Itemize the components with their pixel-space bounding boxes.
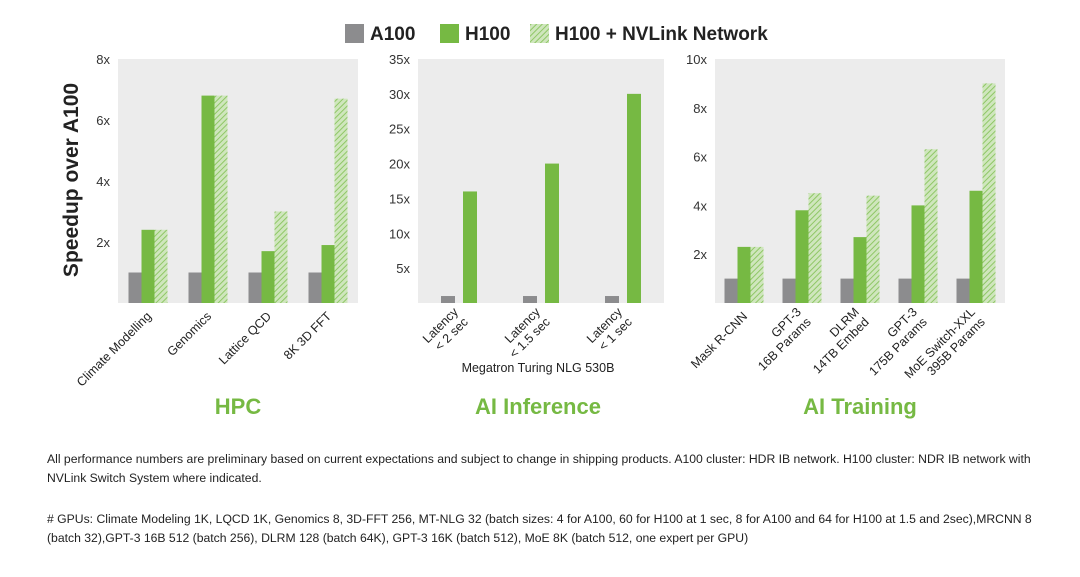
y-axis-title: Speedup over A100 <box>60 83 83 277</box>
y-tick-label: 6x <box>96 113 110 128</box>
footnote-disclaimer: All performance numbers are preliminary … <box>47 452 1031 485</box>
y-tick-label: 2x <box>693 247 707 262</box>
bar-h100-nvlink-network-8k-3d-fft <box>334 98 348 304</box>
x-tick-label: Latency< 1 sec <box>584 304 635 355</box>
bar-a100-genomics <box>188 272 202 303</box>
y-tick-label: 2x <box>96 235 110 250</box>
bar-h100-gpt-3-175b-params <box>911 205 925 303</box>
x-tick-label-line: Climate Modelling <box>74 309 154 389</box>
bar-h100-genomics <box>201 95 215 303</box>
bar-h100-climate-modelling <box>141 229 155 303</box>
legend-swatch-h100-nvlink-network <box>530 24 549 43</box>
y-tick-label: 10x <box>686 52 707 67</box>
bar-a100-gpt-3-175b-params <box>898 278 912 303</box>
x-tick-label: Latency< 1.5 sec <box>497 304 553 360</box>
bar-a100-moe-switch-xxl-395b-params <box>956 278 970 303</box>
bar-h100-gpt-3-16b-params <box>795 210 809 303</box>
bar-a100-climate-modelling <box>128 272 142 303</box>
bar-h100-nvlink-network-climate-modelling <box>154 229 168 303</box>
chart-panels: 2x 4x 6x 8x Climate Modelling Genomics Lattice… <box>74 52 1005 419</box>
bar-h100-8k-3d-fft <box>321 245 335 303</box>
bar-h100-nvlink-network-gpt-3-175b-params <box>924 149 938 303</box>
y-tick-label: 20x <box>389 157 410 172</box>
y-tick-label: 6x <box>693 150 707 165</box>
panel-ai-inference: 5x 10x 15x 20x 25x 30x 35x Latency< 2 sec Latenc… <box>389 52 664 419</box>
x-tick-label: Climate Modelling <box>74 309 154 389</box>
bar-a100-latency-1-5-sec <box>523 296 537 303</box>
bar-h100-mask-r-cnn <box>737 246 751 303</box>
panel-title: AI Training <box>803 394 917 419</box>
bar-h100-latency-1-5-sec <box>545 163 559 303</box>
bar-a100-dlrm-14tb-embed <box>840 278 854 303</box>
legend-label-h100-nvlink-network: H100 + NVLink Network <box>555 24 768 45</box>
bar-h100-nvlink-network-dlrm-14tb-embed <box>866 195 880 303</box>
x-tick-label: Genomics <box>164 309 214 359</box>
y-tick-label: 8x <box>96 52 110 67</box>
y-tick-label: 25x <box>389 122 410 137</box>
bar-h100-nvlink-network-lattice-qcd <box>274 211 288 303</box>
y-tick-label: 5x <box>396 261 410 276</box>
bar-h100-nvlink-network-gpt-3-16b-params <box>808 193 822 303</box>
y-tick-label: 8x <box>693 101 707 116</box>
bar-a100-lattice-qcd <box>248 272 262 303</box>
y-tick-label: 4x <box>96 174 110 189</box>
x-tick-label: GPT-316B Params <box>745 305 813 373</box>
bar-h100-nvlink-network-moe-switch-xxl-395b-params <box>982 83 996 304</box>
speedup-chart: A100 H100 H100 + NVLink Network Speedup ov… <box>60 24 1005 419</box>
bar-h100-dlrm-14tb-embed <box>853 237 867 303</box>
x-axis-label: Megatron Turing NLG 530B <box>462 361 615 375</box>
panel-hpc: 2x 4x 6x 8x Climate Modelling Genomics Lattice… <box>74 52 358 419</box>
legend-swatch-a100 <box>345 24 364 43</box>
y-tick-label: 10x <box>389 226 410 241</box>
x-tick-label-line: 8K 3D FFT <box>281 309 334 362</box>
bar-h100-moe-switch-xxl-395b-params <box>969 190 983 303</box>
y-tick-label: 4x <box>693 198 707 213</box>
x-tick-label: Mask R-CNN <box>688 309 750 371</box>
bar-h100-nvlink-network-mask-r-cnn <box>750 246 764 303</box>
y-tick-label: 35x <box>389 52 410 67</box>
y-tick-label: 30x <box>389 87 410 102</box>
x-tick-label-line: Mask R-CNN <box>688 309 750 371</box>
x-tick-label: Latency< 2 sec <box>420 304 471 355</box>
panel-title: HPC <box>215 394 262 419</box>
x-tick-label: 8K 3D FFT <box>281 309 334 362</box>
panel-title: AI Inference <box>475 394 601 419</box>
legend-label-h100: H100 <box>465 24 510 45</box>
x-tick-label: DLRM14TB Embed <box>800 305 871 376</box>
bar-h100-latency-2-sec <box>463 191 477 303</box>
footnote-gpu-counts: # GPUs: Climate Modeling 1K, LQCD 1K, Ge… <box>47 512 1032 545</box>
bar-a100-8k-3d-fft <box>308 272 322 303</box>
y-tick-label: 15x <box>389 191 410 206</box>
x-tick-label-line: Genomics <box>164 309 214 359</box>
plot-area-ai-inference <box>418 59 664 303</box>
bar-a100-latency-1-sec <box>605 296 619 303</box>
bar-h100-nvlink-network-genomics <box>214 95 228 303</box>
bar-a100-latency-2-sec <box>441 296 455 303</box>
bar-h100-latency-1-sec <box>627 93 641 303</box>
bar-h100-lattice-qcd <box>261 251 275 303</box>
x-tick-label: Lattice QCD <box>216 309 274 367</box>
panel-ai-training: 2x 4x 6x 8x 10x Mask R-CNN GPT-316B Params DLRM… <box>686 52 1005 419</box>
bar-a100-mask-r-cnn <box>724 278 738 303</box>
legend-swatch-h100 <box>440 24 459 43</box>
legend-label-a100: A100 <box>370 24 415 45</box>
x-tick-label-line: Lattice QCD <box>216 309 274 367</box>
bar-a100-gpt-3-16b-params <box>782 278 796 303</box>
legend: A100 H100 H100 + NVLink Network <box>345 24 768 45</box>
